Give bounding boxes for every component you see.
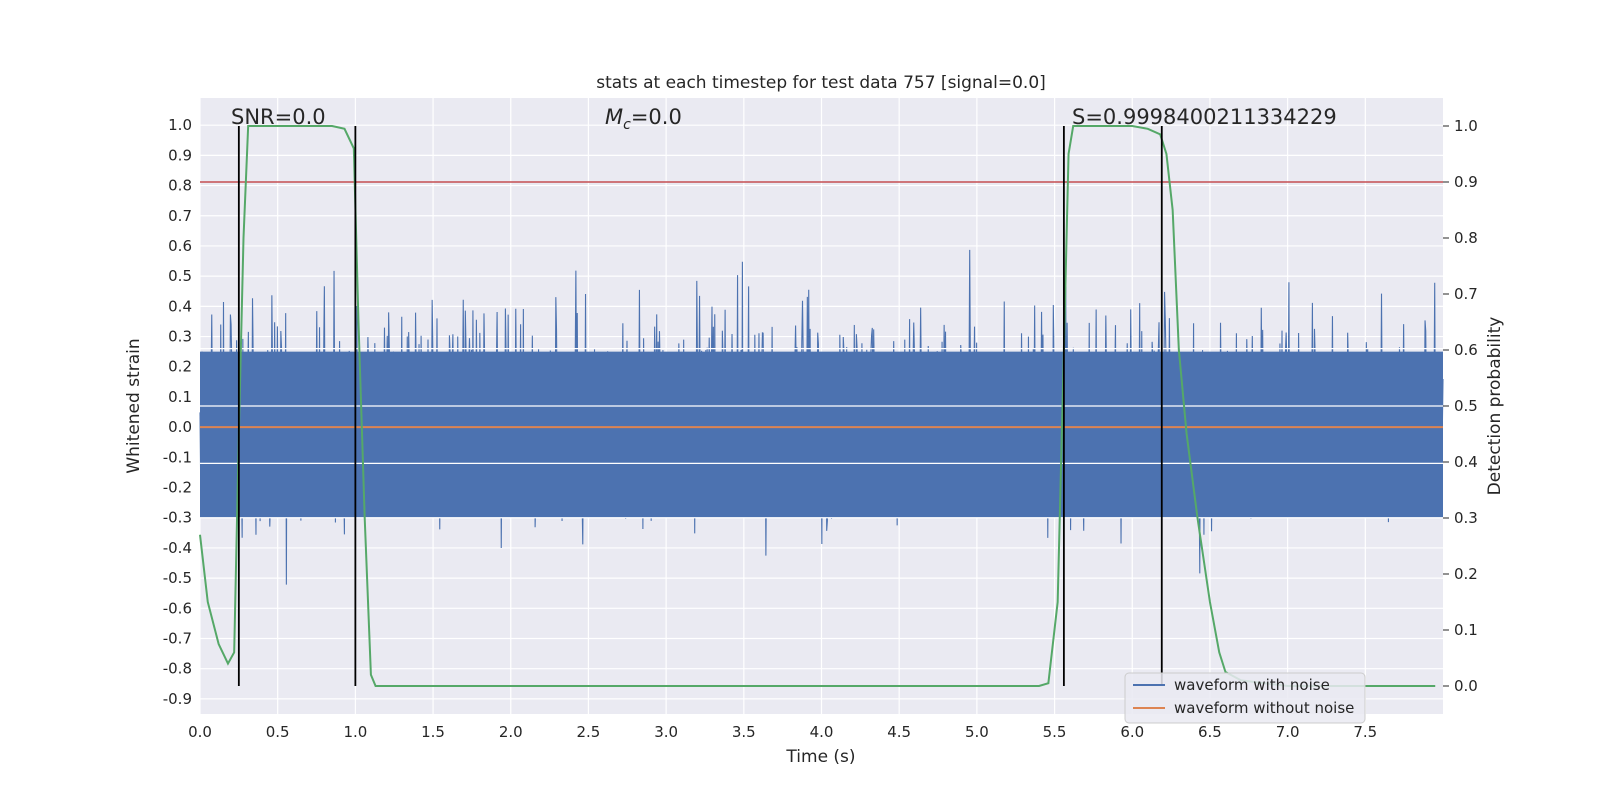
y-tick-label: -0.4 <box>163 539 192 557</box>
x-axis-label: Time (s) <box>785 747 855 767</box>
right-y-tick-label: 0.7 <box>1454 285 1478 303</box>
right-y-axis-label: Detection probability <box>1485 317 1505 496</box>
x-tick-label: 0.0 <box>188 723 212 741</box>
right-y-tick-label: 0.8 <box>1454 229 1478 247</box>
s-score-annotation: S=0.9998400211334229 <box>1072 105 1337 129</box>
x-tick-label: 5.5 <box>1043 723 1067 741</box>
x-tick-label: 2.5 <box>577 723 601 741</box>
y-axis-label: Whitened strain <box>124 338 144 473</box>
y-tick-label: -0.2 <box>163 479 192 497</box>
right-y-tick-label: 1.0 <box>1454 117 1478 135</box>
vertical-markers <box>237 126 1163 686</box>
legend-label-clean: waveform without noise <box>1174 699 1354 717</box>
snr-annotation: SNR=0.0 <box>231 105 326 129</box>
right-y-tick-label: 0.1 <box>1454 621 1478 639</box>
y-tick-label: 1.0 <box>168 116 192 134</box>
y-tick-label: 0.3 <box>168 328 192 346</box>
y-tick-label: -0.9 <box>163 690 192 708</box>
y-tick-label: 0.8 <box>168 177 192 195</box>
y-tick-label: 0.7 <box>168 207 192 225</box>
detection-probability-line <box>199 125 1436 687</box>
y-tick-label: -0.7 <box>163 630 192 648</box>
detection-probability-series <box>199 125 1436 687</box>
y-tick-label: 0.1 <box>168 388 192 406</box>
x-tick-label: 0.5 <box>266 723 290 741</box>
x-tick-label: 4.5 <box>887 723 911 741</box>
y-tick-label: 0.6 <box>168 237 192 255</box>
y-tick-labels: -0.9 -0.8 -0.7 -0.6 -0.5 -0.4 -0.3 -0.2 -0.1 0.0 0… <box>163 116 192 708</box>
right-y-tick-label: 0.4 <box>1454 453 1478 471</box>
y-tick-label: 0.0 <box>168 418 192 436</box>
right-y-tick-labels: 0.0 0.1 0.2 0.3 0.4 0.5 0.6 0.7 0.8 0.9 1.0 <box>1443 117 1478 695</box>
right-y-tick-label: 0.3 <box>1454 509 1478 527</box>
legend: waveform with noise waveform without noi… <box>1124 672 1366 724</box>
x-tick-label: 1.5 <box>421 723 445 741</box>
noise-core-band <box>200 351 1443 518</box>
x-tick-label: 3.5 <box>732 723 756 741</box>
y-tick-label: -0.5 <box>163 569 192 587</box>
legend-label-noise: waveform with noise <box>1174 676 1330 694</box>
y-tick-label: -0.6 <box>163 599 192 617</box>
x-tick-label: 6.5 <box>1198 723 1222 741</box>
y-tick-label: 0.5 <box>168 267 192 285</box>
x-tick-label: 7.0 <box>1276 723 1300 741</box>
x-tick-label: 3.0 <box>654 723 678 741</box>
chart-title: stats at each timestep for test data 757… <box>596 73 1046 93</box>
waveform-with-noise-series <box>199 249 1444 585</box>
y-tick-label: 0.9 <box>168 146 192 164</box>
x-tick-label: 7.5 <box>1353 723 1377 741</box>
x-tick-label: 5.0 <box>965 723 989 741</box>
y-tick-label: -0.3 <box>163 509 192 527</box>
legend-box <box>1124 672 1366 724</box>
x-tick-label: 6.0 <box>1120 723 1144 741</box>
x-tick-label: 1.0 <box>343 723 367 741</box>
y-tick-label: 0.4 <box>168 297 192 315</box>
right-y-tick-label: 0.6 <box>1454 341 1478 359</box>
y-tick-label: 0.2 <box>168 358 192 376</box>
right-y-tick-label: 0.2 <box>1454 565 1478 583</box>
y-tick-label: -0.1 <box>163 448 192 466</box>
right-y-tick-label: 0.5 <box>1454 397 1478 415</box>
chirp-mass-annotation: Mc=0.0 <box>605 105 682 133</box>
x-tick-label: 2.0 <box>499 723 523 741</box>
y-tick-label: -0.8 <box>163 660 192 678</box>
x-tick-label: 4.0 <box>810 723 834 741</box>
right-y-tick-label: 0.0 <box>1454 677 1478 695</box>
right-y-tick-label: 0.9 <box>1454 173 1478 191</box>
x-tick-labels: 0.0 0.5 1.0 1.5 2.0 2.5 3.0 3.5 4.0 4.5 5.0 5.5 6.0 6… <box>188 723 1377 741</box>
